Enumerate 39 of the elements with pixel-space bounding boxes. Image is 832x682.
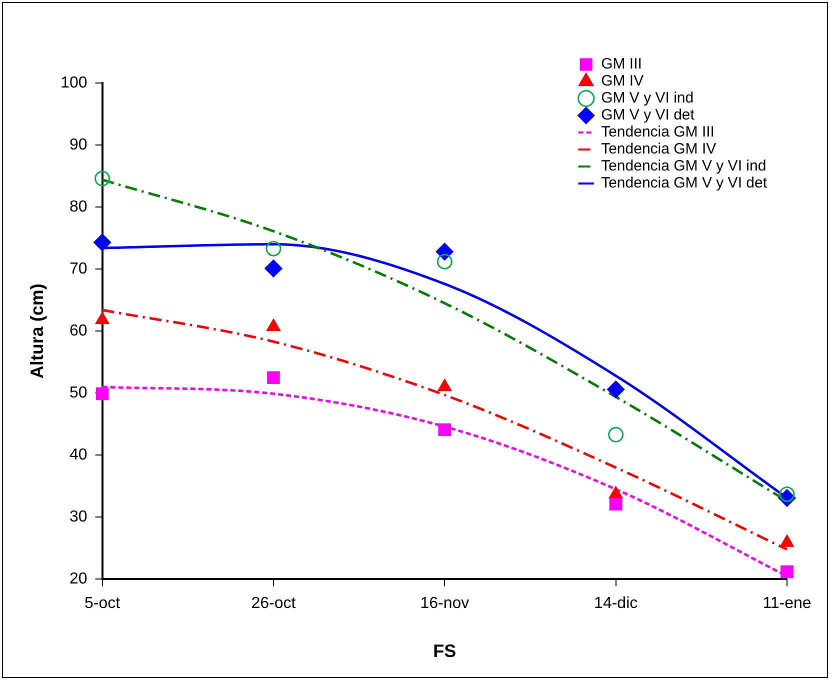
y-tick-label: 20 (70, 570, 88, 588)
point (780, 565, 794, 578)
point (609, 498, 622, 511)
legend-label: Tendencia GM III (601, 124, 714, 141)
point (94, 170, 110, 186)
y-tick-label: 100 (60, 74, 88, 92)
y-tick-label: 60 (70, 322, 88, 340)
point (266, 319, 280, 332)
point (96, 387, 109, 400)
y-tick-label: 90 (70, 136, 88, 154)
y-tick-label: 40 (70, 446, 88, 464)
point (436, 242, 454, 260)
point (779, 486, 795, 502)
x-axis-title: FS (433, 641, 456, 662)
x-tick-label: 14-dic (594, 595, 638, 612)
x-tick-label: 11-ene (762, 595, 812, 612)
point (94, 234, 112, 252)
point (607, 380, 625, 398)
point (267, 371, 280, 384)
y-tick-label: 30 (70, 508, 88, 526)
point (438, 423, 452, 436)
legend-label: Tendencia GM V y VI ind (601, 158, 766, 175)
legend-label: Tendencia GM V y VI det (601, 174, 768, 192)
y-tick-label: 80 (70, 198, 88, 216)
x-tick-label: 5-oct (84, 595, 121, 612)
y-tick-label: 70 (70, 260, 88, 278)
legend-label: GM III (601, 56, 642, 73)
x-tick-label: 16-nov (420, 595, 470, 612)
point (436, 254, 452, 270)
y-axis-title: Altura (cm) (26, 284, 47, 379)
point (266, 240, 282, 256)
legend-label: GM V y VI det (601, 106, 696, 124)
point (608, 426, 624, 442)
y-tick-label: 50 (70, 384, 88, 402)
legend-label: GM V y VI ind (601, 90, 694, 107)
x-tick-label: 26-oct (251, 595, 296, 612)
point (264, 260, 282, 278)
legend-label: Tendencia GM IV (601, 140, 716, 158)
legend-label: GM IV (601, 72, 644, 90)
